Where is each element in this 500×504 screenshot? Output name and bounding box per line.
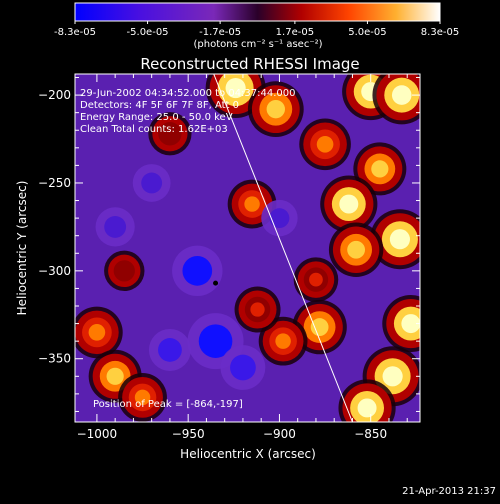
y-axis-label: Heliocentric Y (arcsec) xyxy=(15,181,29,316)
x-tick-label: −950 xyxy=(172,427,205,441)
heatmap-blob-core xyxy=(244,196,260,212)
heatmap-blob-negative-core xyxy=(269,208,290,229)
heatmap-blob-core xyxy=(163,127,177,141)
y-tick-label: −200 xyxy=(38,88,71,102)
heatmap-blob-core xyxy=(275,333,291,349)
x-tick-label: −900 xyxy=(263,427,296,441)
timestamp: 21-Apr-2013 21:37 xyxy=(402,486,496,497)
heatmap-blob-negative-core xyxy=(141,172,163,194)
limb-line xyxy=(213,74,353,422)
annotation-detectors: Detectors: 4F 5F 6F 7F 8F, Att 0 xyxy=(80,100,239,111)
heatmap-blob-core xyxy=(357,398,377,418)
annotation-time: 29-Jun-2002 04:34:52.000 to 04:37:44.000 xyxy=(80,88,296,99)
annotation-energy: Energy Range: 25.0 - 50.0 keV xyxy=(80,112,233,123)
x-tick-label: −1000 xyxy=(77,427,118,441)
heatmap-blob-core xyxy=(266,99,285,119)
heatmap-blob-negative-core xyxy=(198,324,233,358)
heatmap-blob-core xyxy=(339,194,359,214)
heatmap-blob-core xyxy=(134,389,151,406)
heatmap-blob-core xyxy=(310,318,329,336)
colorbar-frame xyxy=(74,2,441,22)
heatmap xyxy=(75,74,420,422)
heatmap-blob-core xyxy=(391,85,412,105)
peak-position-label: Position of Peak = [-864,-197] xyxy=(93,399,243,410)
heatmap-blob-core xyxy=(88,324,106,341)
heatmap-blob-core xyxy=(316,135,334,153)
y-tick-label: −250 xyxy=(38,176,71,190)
colorbar-tick-label: 8.3e-05 xyxy=(421,27,459,38)
peak-marker xyxy=(213,280,219,286)
x-axis-ticks: −1000 −950 −900 −850 xyxy=(77,74,408,441)
colorbar-tick-label: -1.7e-05 xyxy=(199,27,241,38)
heatmap-blob-core xyxy=(389,229,411,250)
heatmap-blob-core xyxy=(382,366,403,387)
heatmap-blob-negative-core xyxy=(158,338,182,362)
plot-frame xyxy=(74,73,421,423)
colorbar-tick-label: -8.3e-05 xyxy=(54,27,96,38)
y-tick-label: −350 xyxy=(38,352,71,366)
x-axis-label: Heliocentric X (arcsec) xyxy=(180,447,316,461)
x-tick-label: −850 xyxy=(354,427,387,441)
heatmap-clip xyxy=(75,74,420,422)
colorbar-tick-label: 1.7e-05 xyxy=(276,27,314,38)
colorbar-tick-label: -5.0e-05 xyxy=(127,27,169,38)
colorbar-ticks: -8.3e-05 -5.0e-05 -1.7e-05 1.7e-05 5.0e-05 8.… xyxy=(54,21,459,38)
heatmap-blob-core xyxy=(225,77,246,99)
colorbar-units: (photons cm⁻² s⁻¹ asec⁻²) xyxy=(193,39,322,50)
annotation-block: 29-Jun-2002 04:34:52.000 to 04:37:44.000… xyxy=(80,88,296,135)
y-tick-label: −300 xyxy=(38,264,71,278)
heatmap-blob-negative-core xyxy=(182,256,213,286)
heatmap-blob-core xyxy=(250,302,265,317)
heatmap-blob-core xyxy=(106,367,124,385)
y-axis-ticks: −200 −250 −300 −350 xyxy=(38,77,420,412)
colorbar xyxy=(75,3,440,21)
heatmap-blob-core xyxy=(347,240,366,259)
plot-title: Reconstructed RHESSI Image xyxy=(140,55,359,73)
colorbar-tick-label: 5.0e-05 xyxy=(348,27,386,38)
heatmap-blob-core xyxy=(309,272,323,287)
heatmap-blob-core xyxy=(401,314,420,334)
heatmap-blob-negative-core xyxy=(104,215,127,238)
annotation-counts: Clean Total counts: 1.62E+03 xyxy=(80,124,228,135)
heatmap-blob-core xyxy=(118,264,131,277)
heatmap-blob-negative-core xyxy=(230,354,256,381)
heatmap-blob-core xyxy=(371,160,389,178)
